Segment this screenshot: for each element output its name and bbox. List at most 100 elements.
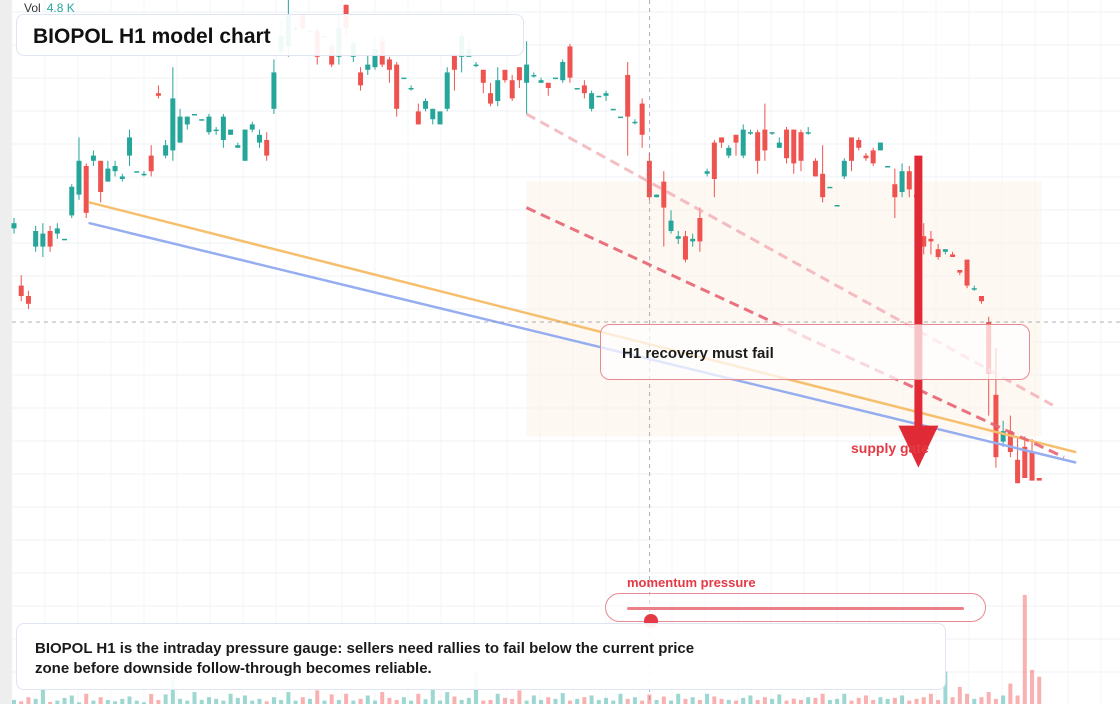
momentum-gauge[interactable] bbox=[605, 593, 986, 628]
description-text: BIOPOL H1 is the intraday pressure gauge… bbox=[35, 640, 695, 677]
volume-readout: Vol 4.8 K bbox=[24, 1, 75, 15]
candle-body bbox=[906, 171, 912, 190]
candle-body bbox=[83, 166, 89, 213]
trend-line bbox=[88, 201, 1077, 454]
candle-body bbox=[105, 168, 111, 182]
volume-bar bbox=[373, 700, 377, 704]
volume-bar bbox=[755, 699, 760, 704]
volume-bar bbox=[697, 699, 702, 704]
volume-bar bbox=[546, 697, 551, 704]
candle-body bbox=[589, 93, 595, 109]
candle-body bbox=[358, 72, 364, 86]
volume-bar bbox=[842, 693, 847, 704]
volume-bar bbox=[972, 698, 977, 704]
volume-bar bbox=[575, 698, 580, 704]
volume-bar bbox=[777, 694, 782, 704]
volume-bar bbox=[163, 694, 168, 704]
volume-bar bbox=[358, 698, 363, 704]
volume-bar bbox=[618, 693, 623, 704]
candle-body bbox=[473, 64, 479, 67]
volume-bar bbox=[221, 700, 226, 704]
supply-gate-label: supply gate bbox=[851, 440, 929, 456]
volume-bar bbox=[719, 698, 724, 704]
candle-body bbox=[444, 72, 450, 109]
gauge-track bbox=[627, 607, 964, 628]
candle-body bbox=[163, 145, 169, 156]
candle-body bbox=[697, 218, 703, 242]
volume-bar bbox=[712, 696, 717, 704]
volume-bar bbox=[979, 697, 984, 704]
candle-body bbox=[654, 194, 660, 198]
volume-bar bbox=[770, 698, 775, 704]
candle-body bbox=[632, 121, 638, 124]
volume-bar bbox=[329, 694, 334, 704]
candle-body bbox=[812, 160, 818, 177]
candle-body bbox=[892, 184, 898, 198]
candle-body bbox=[62, 238, 68, 241]
candle-body bbox=[1029, 452, 1035, 481]
volume-bar bbox=[849, 700, 854, 704]
volume-bar bbox=[113, 701, 118, 704]
volume-bar bbox=[40, 686, 45, 704]
volume-bars bbox=[12, 594, 1042, 704]
candle-body bbox=[964, 259, 970, 286]
volume-bar bbox=[625, 698, 630, 704]
candle-body bbox=[423, 101, 429, 109]
volume-bar bbox=[481, 700, 486, 704]
candle-body bbox=[581, 85, 587, 94]
callout-text: H1 recovery must fail bbox=[622, 345, 774, 362]
candle-body bbox=[480, 69, 486, 83]
title-panel: BIOPOL H1 model chart bbox=[16, 14, 524, 56]
candle-body bbox=[199, 119, 205, 121]
volume-bar bbox=[856, 697, 861, 704]
candle-body bbox=[112, 166, 118, 172]
volume-bar bbox=[98, 697, 103, 704]
candle-body bbox=[617, 116, 623, 119]
volume-bar bbox=[604, 697, 609, 704]
volume-bar bbox=[705, 693, 710, 704]
candle-body bbox=[134, 171, 140, 173]
candle-body bbox=[755, 132, 761, 161]
candle-body bbox=[509, 80, 515, 99]
candle-body bbox=[704, 171, 710, 174]
arrow-head bbox=[898, 425, 939, 468]
candle-body bbox=[827, 186, 833, 189]
volume-bar bbox=[611, 700, 616, 704]
volume-bar bbox=[1037, 676, 1042, 704]
volume-bar bbox=[900, 695, 905, 704]
candle-body bbox=[235, 145, 241, 148]
volume-bar bbox=[502, 697, 507, 704]
volume-bar bbox=[539, 699, 544, 704]
volume-bar bbox=[726, 699, 731, 704]
volume-bar bbox=[885, 698, 890, 704]
volume-bar bbox=[907, 700, 912, 704]
volume-bar bbox=[394, 699, 399, 704]
volume-label: Vol bbox=[24, 1, 41, 15]
candle-body bbox=[957, 270, 963, 273]
candle-body bbox=[1000, 431, 1006, 442]
volume-bar bbox=[459, 699, 464, 704]
candle-body bbox=[495, 80, 501, 101]
candle-body bbox=[206, 116, 212, 133]
candle-body bbox=[256, 134, 262, 143]
volume-bar bbox=[1001, 695, 1006, 704]
candle-body bbox=[733, 134, 739, 143]
volume-bar bbox=[235, 697, 240, 704]
candle-body bbox=[264, 140, 270, 156]
volume-bar bbox=[300, 697, 305, 704]
volume-bar bbox=[488, 699, 493, 704]
candle-body bbox=[54, 228, 60, 234]
candle-body bbox=[610, 108, 616, 111]
candle-body bbox=[574, 88, 580, 90]
candle-body bbox=[76, 160, 82, 195]
candle-body bbox=[711, 142, 717, 179]
candle-body bbox=[769, 132, 775, 134]
volume-bar bbox=[156, 699, 161, 704]
volume-bar bbox=[127, 696, 132, 704]
volume-bar bbox=[495, 693, 500, 704]
volume-bar bbox=[437, 700, 442, 704]
volume-bar bbox=[192, 692, 197, 704]
candle-body bbox=[148, 155, 154, 172]
volume-bar bbox=[387, 697, 392, 704]
candle-body bbox=[184, 116, 190, 125]
